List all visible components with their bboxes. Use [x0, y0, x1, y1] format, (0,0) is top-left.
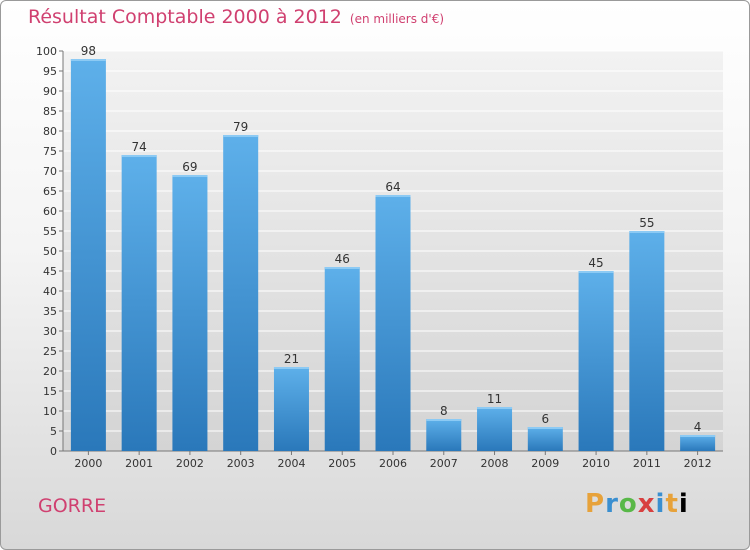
- y-tick-label: 65: [43, 185, 57, 198]
- bar-highlight: [273, 367, 309, 369]
- y-tick-label: 20: [43, 365, 57, 378]
- x-tick-label: 2008: [481, 457, 509, 470]
- y-tick-label: 15: [43, 385, 57, 398]
- y-tick-label: 5: [50, 425, 57, 438]
- bar-highlight: [578, 271, 614, 273]
- bar-highlight: [121, 155, 157, 157]
- y-tick-label: 45: [43, 265, 57, 278]
- x-tick-label: 2010: [582, 457, 610, 470]
- x-tick-label: 2005: [328, 457, 356, 470]
- bar: [426, 419, 462, 451]
- bar-highlight: [223, 135, 259, 137]
- data-label: 45: [588, 256, 603, 270]
- chart-title-text: Résultat Comptable 2000 à 2012: [28, 6, 342, 28]
- data-label: 69: [182, 160, 197, 174]
- bar: [223, 135, 259, 451]
- y-tick-label: 55: [43, 225, 57, 238]
- bar-highlight: [70, 59, 106, 61]
- y-tick-label: 80: [43, 125, 57, 138]
- logo-letter: i: [655, 489, 666, 519]
- data-label: 64: [385, 180, 400, 194]
- bar: [527, 427, 563, 451]
- x-tick-label: 2001: [125, 457, 153, 470]
- bar: [172, 175, 208, 451]
- x-tick-label: 2002: [176, 457, 204, 470]
- logo-letter: P: [585, 489, 606, 519]
- data-label: 6: [541, 412, 549, 426]
- logo-letter: x: [637, 489, 656, 519]
- x-tick-label: 2000: [74, 457, 102, 470]
- data-label: 11: [487, 392, 502, 406]
- x-tick-label: 2011: [633, 457, 661, 470]
- data-label: 21: [284, 352, 299, 366]
- y-tick-label: 90: [43, 85, 57, 98]
- bar-highlight: [680, 435, 716, 437]
- data-label: 74: [132, 140, 147, 154]
- chart-title: Résultat Comptable 2000 à 2012 (en millie…: [28, 6, 444, 28]
- y-tick-label: 0: [50, 445, 57, 458]
- bar-highlight: [527, 427, 563, 429]
- x-tick-label: 2012: [684, 457, 712, 470]
- bar-highlight: [477, 407, 513, 409]
- bar: [121, 155, 157, 451]
- bar-chart: 0 5 10 15 20 25 30 35 40 45 50 55 60 65 70 75 80 85 90 95 10…: [36, 44, 723, 470]
- data-label: 4: [694, 420, 702, 434]
- x-tick-label: 2009: [531, 457, 559, 470]
- place-name: GORRE: [38, 495, 107, 517]
- bar: [578, 271, 614, 451]
- data-label: 98: [81, 44, 96, 58]
- logo-letter: r: [605, 489, 619, 519]
- bar: [70, 59, 106, 451]
- y-tick-label: 95: [43, 65, 57, 78]
- y-tick-label: 30: [43, 325, 57, 338]
- bar-highlight: [172, 175, 208, 177]
- bar: [324, 267, 360, 451]
- bar: [680, 435, 716, 451]
- logo-letter: t: [665, 489, 679, 519]
- bar: [477, 407, 513, 451]
- bar: [629, 231, 665, 451]
- y-tick-label: 25: [43, 345, 57, 358]
- data-label: 46: [335, 252, 350, 266]
- x-tick-label: 2003: [227, 457, 255, 470]
- chart-subtitle: (en milliers d'€): [349, 12, 445, 26]
- proxiti-logo: Proxiti: [585, 489, 689, 519]
- x-tick-label: 2006: [379, 457, 407, 470]
- bar: [273, 367, 309, 451]
- y-tick-label: 35: [43, 305, 57, 318]
- logo-letter: o: [618, 489, 638, 519]
- y-tick-label: 50: [43, 245, 57, 258]
- y-tick-label: 100: [36, 45, 57, 58]
- logo-letter: i: [678, 489, 689, 519]
- y-tick-label: 85: [43, 105, 57, 118]
- data-label: 79: [233, 120, 248, 134]
- y-tick-label: 75: [43, 145, 57, 158]
- y-tick-label: 10: [43, 405, 57, 418]
- bar-highlight: [375, 195, 411, 197]
- x-tick-label: 2007: [430, 457, 458, 470]
- data-label: 55: [639, 216, 654, 230]
- bar-highlight: [629, 231, 665, 233]
- bar-highlight: [426, 419, 462, 421]
- data-label: 8: [440, 404, 448, 418]
- y-tick-label: 60: [43, 205, 57, 218]
- y-tick-label: 40: [43, 285, 57, 298]
- y-tick-label: 70: [43, 165, 57, 178]
- x-tick-label: 2004: [277, 457, 305, 470]
- bar-highlight: [324, 267, 360, 269]
- bar: [375, 195, 411, 451]
